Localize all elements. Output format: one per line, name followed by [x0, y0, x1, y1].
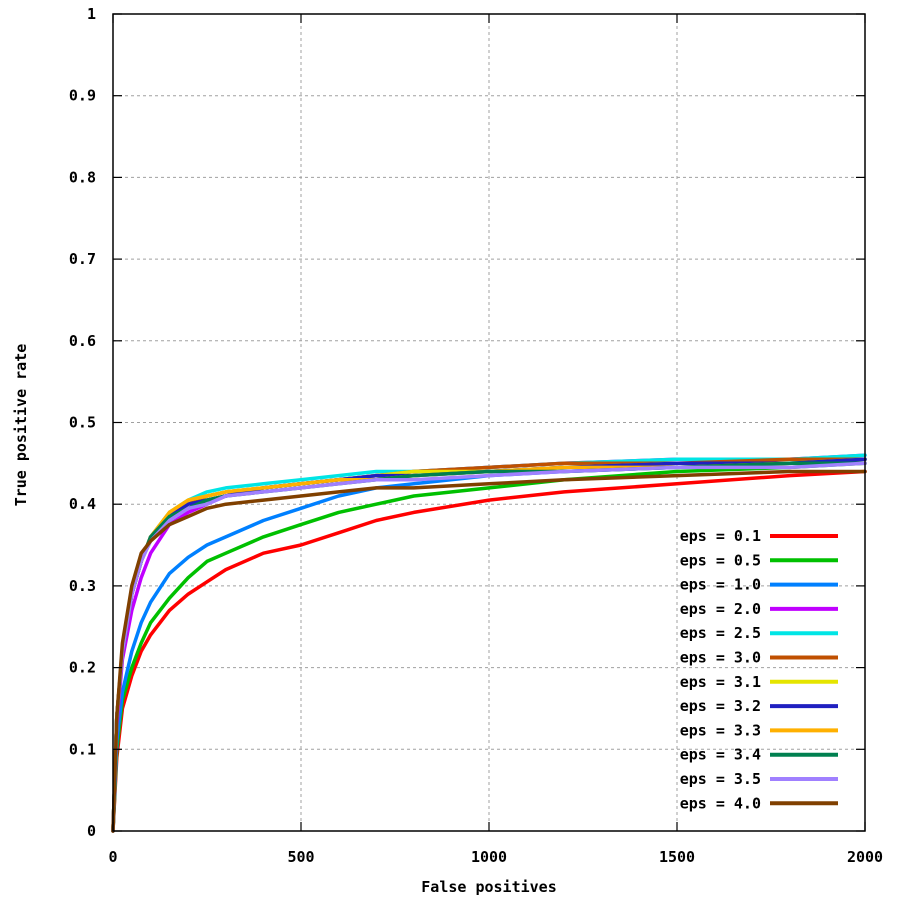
- y-tick-label: 0.5: [69, 414, 96, 432]
- legend-label: eps = 0.1: [680, 527, 761, 545]
- y-tick-label: 0.9: [69, 87, 96, 105]
- x-tick-label: 1500: [659, 848, 695, 866]
- series-line-12: [111, 469, 867, 833]
- x-axis-label: False positives: [421, 878, 556, 896]
- ticks-layer: 0 500 1000 1500 2000 0 0.1 0.2 0.3 0.4 0.5 0.6 0.7 0.…: [69, 5, 883, 866]
- x-tick-label: 2000: [847, 848, 883, 866]
- y-axis-label: True positive rate: [12, 344, 30, 507]
- legend-label: eps = 2.5: [680, 624, 761, 642]
- legend-label: eps = 1.0: [680, 576, 761, 594]
- legend-label: eps = 3.4: [680, 746, 761, 764]
- y-tick-label: 0.7: [69, 250, 96, 268]
- y-tick-label: 0.4: [69, 495, 96, 513]
- grid-layer: [113, 14, 865, 831]
- legend-label: eps = 3.1: [680, 673, 761, 691]
- x-tick-label: 0: [108, 848, 117, 866]
- legend-label: eps = 3.3: [680, 721, 761, 739]
- series-line-1: [111, 469, 867, 833]
- y-tick-label: 0.6: [69, 332, 96, 350]
- series-line-11: [111, 461, 867, 833]
- x-tick-label: 1000: [471, 848, 507, 866]
- y-tick-label: 0.2: [69, 659, 96, 677]
- y-tick-label: 0.1: [69, 740, 96, 758]
- series-layer: [111, 453, 867, 833]
- y-tick-label: 0.3: [69, 577, 96, 595]
- legend-label: eps = 3.5: [680, 770, 761, 788]
- legend-label: eps = 0.5: [680, 551, 761, 569]
- x-tick-label: 500: [287, 848, 314, 866]
- legend-label: eps = 3.0: [680, 649, 761, 667]
- legend-label: eps = 3.2: [680, 697, 761, 715]
- y-tick-label: 1: [87, 5, 96, 23]
- legend-label: eps = 2.0: [680, 600, 761, 618]
- legend-label: eps = 4.0: [680, 794, 761, 812]
- y-tick-label: 0.8: [69, 168, 96, 186]
- legend: eps = 0.1 eps = 0.5 eps = 1.0 eps = 2.0 eps …: [680, 527, 838, 812]
- y-tick-label: 0: [87, 822, 96, 840]
